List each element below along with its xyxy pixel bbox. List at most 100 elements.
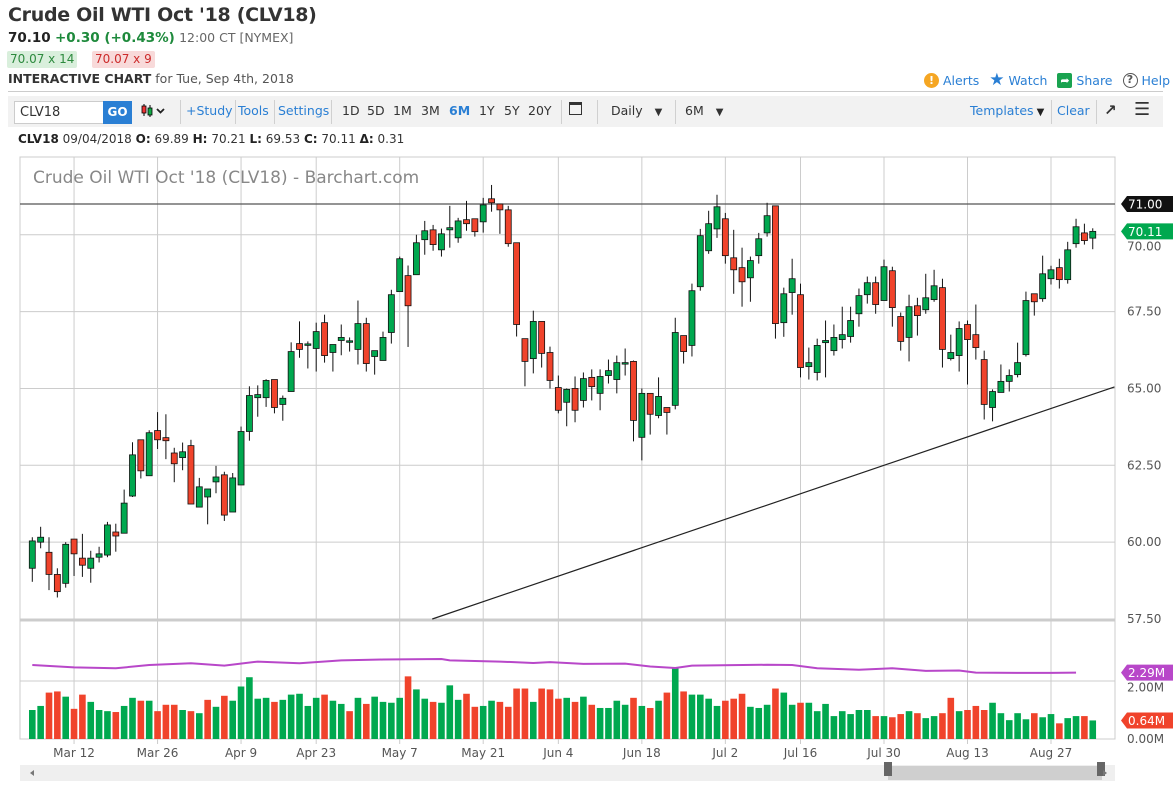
candle[interactable] [1039, 273, 1047, 300]
candle[interactable] [179, 451, 187, 459]
candle[interactable] [696, 235, 704, 288]
candle[interactable] [855, 295, 863, 315]
candle[interactable] [755, 238, 763, 257]
candle[interactable] [488, 198, 495, 204]
candle[interactable] [813, 345, 821, 373]
candle[interactable] [87, 557, 95, 569]
candle[interactable] [780, 293, 788, 324]
clear-button[interactable]: Clear [1057, 103, 1090, 118]
candle[interactable] [379, 337, 387, 361]
watch-link[interactable]: ★ Watch [989, 70, 1047, 90]
candle[interactable] [337, 337, 345, 341]
alerts-link[interactable]: ! Alerts [923, 72, 979, 88]
candle[interactable] [254, 394, 262, 399]
candle[interactable] [271, 379, 278, 408]
candle[interactable] [671, 332, 679, 406]
candle[interactable] [463, 219, 470, 225]
candle[interactable] [28, 540, 36, 569]
candle[interactable] [1064, 249, 1072, 281]
candle[interactable] [529, 321, 537, 360]
candle[interactable] [137, 439, 145, 472]
candle[interactable] [563, 388, 571, 403]
candle[interactable] [546, 352, 554, 381]
candle[interactable] [262, 380, 270, 399]
tools-button[interactable]: Tools [238, 103, 269, 118]
interval-dropdown[interactable]: Daily ▼ [611, 103, 662, 118]
scrollbar-thumb[interactable] [888, 766, 1102, 780]
candle[interactable] [872, 282, 880, 305]
candle[interactable] [95, 553, 103, 558]
candle[interactable] [296, 343, 303, 350]
period-5d[interactable]: 5D [367, 103, 385, 118]
candle[interactable] [797, 294, 804, 368]
candle[interactable] [663, 407, 671, 413]
candle[interactable] [354, 323, 362, 350]
period-6m[interactable]: 6M [449, 103, 471, 118]
candle[interactable] [621, 362, 629, 365]
candle[interactable] [371, 350, 379, 357]
templates-dropdown[interactable]: Templates ▼ [970, 103, 1044, 118]
candle[interactable] [304, 343, 312, 346]
candle[interactable] [387, 294, 395, 333]
chart-type-dropdown[interactable] [140, 102, 168, 121]
candle[interactable] [229, 477, 237, 513]
candle[interactable] [713, 206, 721, 230]
candle[interactable] [287, 351, 295, 392]
candle[interactable] [1089, 230, 1097, 239]
candle[interactable] [212, 476, 220, 483]
candle[interactable] [897, 316, 905, 342]
candle[interactable] [680, 335, 687, 352]
candle[interactable] [53, 574, 61, 593]
candle[interactable] [170, 452, 178, 465]
candle[interactable] [747, 260, 754, 279]
candle[interactable] [538, 321, 546, 354]
candle[interactable] [37, 536, 45, 543]
period-1m[interactable]: 1M [393, 103, 412, 118]
candle[interactable] [830, 337, 838, 352]
candle[interactable] [964, 324, 971, 340]
expand-icon[interactable]: ↗ [1104, 101, 1117, 119]
candle[interactable] [112, 531, 120, 537]
candle[interactable] [279, 397, 287, 405]
candle[interactable] [980, 359, 988, 405]
settings-button[interactable]: Settings [278, 103, 330, 118]
candle[interactable] [187, 445, 195, 505]
scrollbar-handle-left[interactable] [884, 762, 892, 776]
candle[interactable] [1022, 300, 1030, 356]
study-button[interactable]: +Study [186, 103, 233, 118]
candle[interactable] [362, 323, 370, 364]
candle[interactable] [195, 486, 203, 508]
candle[interactable] [454, 220, 462, 239]
candle[interactable] [1014, 362, 1021, 376]
candle[interactable] [429, 229, 437, 245]
candle[interactable] [479, 204, 487, 223]
candle[interactable] [738, 267, 746, 283]
scrollbar-handle-right[interactable] [1097, 762, 1105, 776]
scroll-right-arrow-icon[interactable] [1103, 770, 1107, 776]
candle[interactable] [922, 297, 930, 311]
candle[interactable] [989, 391, 996, 408]
candle[interactable] [346, 340, 354, 343]
candle[interactable] [655, 396, 662, 416]
go-button[interactable]: GO [103, 101, 132, 124]
candle[interactable] [79, 557, 86, 566]
candle[interactable] [772, 205, 779, 324]
period-3m[interactable]: 3M [421, 103, 440, 118]
menu-icon[interactable]: ☰ [1134, 99, 1151, 120]
candle[interactable] [421, 230, 429, 241]
candle[interactable] [939, 287, 946, 350]
candle[interactable] [847, 320, 854, 337]
candle[interactable] [154, 430, 161, 441]
trend-line[interactable] [432, 386, 1115, 620]
period-1d[interactable]: 1D [342, 103, 360, 118]
candle[interactable] [571, 388, 579, 411]
candle[interactable] [972, 334, 980, 348]
candle[interactable] [638, 392, 646, 438]
candle[interactable] [730, 257, 738, 271]
candle[interactable] [321, 322, 328, 356]
candle[interactable] [496, 203, 504, 211]
candle[interactable] [396, 258, 404, 293]
candle[interactable] [104, 524, 111, 556]
candle[interactable] [70, 538, 78, 555]
candle[interactable] [129, 454, 136, 497]
